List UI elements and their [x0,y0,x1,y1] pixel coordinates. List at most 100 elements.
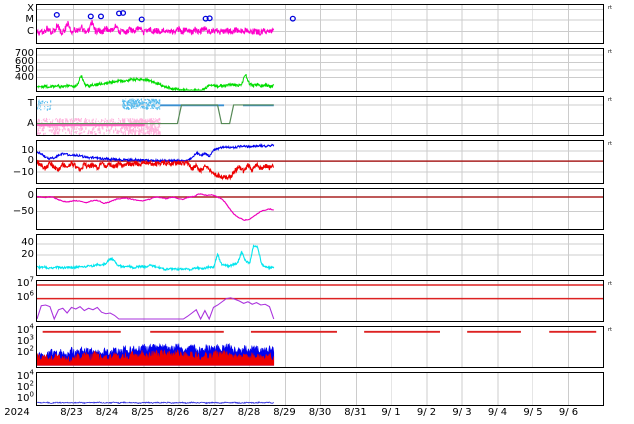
panel-dst-index [36,188,604,230]
trace [37,193,274,221]
y-tick-base: 10 [16,381,30,393]
trace [37,104,274,125]
y-tick-exponent: 3 [29,333,34,342]
x-axis-year-label: 2024 [4,407,30,418]
flare-marker [53,11,60,18]
plot-solar-wind-state [37,97,603,135]
x-tick-label: 8/27 [202,407,225,418]
x-tick-label: 8/29 [273,407,296,418]
y-tick-label: 600 [14,56,34,68]
plot-geomagnetic-activity [37,235,603,275]
y-tick-base: 10 [16,278,30,290]
panel-solar-xray-flux [36,4,604,44]
y-tick-label: A [27,118,34,129]
flare-marker [206,15,213,22]
scatter-cloud [121,98,161,111]
trace [37,19,275,37]
y-tick-base: 10 [16,335,30,347]
x-tick-label: 9/ 5 [523,407,543,418]
y-tick-exponent: 7 [29,275,34,284]
plot-low-energy-particles [37,373,570,405]
y-tick-label: 100 [0,390,38,405]
y-tick-exponent: 4 [29,368,34,377]
y-tick-label: 40 [21,237,34,249]
realtime-label: rt [608,49,613,55]
x-tick-label: 8/25 [131,407,154,418]
y-tick-base: 10 [16,346,30,358]
flare-marker [119,10,127,16]
y-tick-exponent: 6 [29,290,34,299]
y-tick-base: 10 [16,325,30,337]
panel-solar-wind-state [36,96,604,136]
x-tick-label: 8/24 [95,407,119,418]
y-tick-label: 0 [27,155,34,167]
x-tick-label: 9/ 2 [416,407,437,418]
x-tick-label: 9/ 4 [487,407,508,418]
panel-low-energy-particles [36,372,604,406]
realtime-label: rt [608,327,613,333]
flare-marker [289,15,296,22]
y-tick-label: 400 [14,71,34,83]
y-tick-label: M [25,14,34,25]
realtime-label: rt [608,5,613,11]
plot-imf-bz-by [37,141,603,183]
trace [37,73,275,91]
y-tick-label: −50 [12,205,34,217]
trace [37,401,274,405]
y-tick-label: 0 [27,190,34,202]
y-tick-label: 104 [0,322,38,337]
y-tick-base: 10 [16,393,30,405]
y-tick-label: X [27,2,34,14]
trace [37,244,275,272]
x-tick-label: 9/ 3 [452,407,472,418]
trace-band [37,349,275,366]
trace [37,142,275,164]
plot-proton-flux [37,49,603,91]
scatter-cloud [37,99,52,111]
flare-marker [97,13,104,20]
panel-electron-flux [36,326,604,368]
y-tick-label: 102 [0,379,38,393]
y-tick-label: C [27,26,34,37]
plot-dst-index [37,189,603,229]
panel-proton-flux [36,48,604,92]
y-tick-label: 500 [14,64,34,75]
x-tick-label: 8/31 [344,407,367,418]
y-tick-label: −10 [12,166,34,178]
x-tick-label: 8/26 [166,407,190,418]
plot-electron-flux [37,327,597,367]
y-tick-exponent: 2 [29,344,34,353]
trace [37,159,274,181]
x-tick-label: 9/ 1 [381,407,401,418]
realtime-label: rt [608,281,613,287]
y-tick-exponent: 4 [29,322,34,331]
flare-marker [87,13,94,20]
y-tick-label: 102 [0,344,38,358]
panel-geomagnetic-activity [36,234,604,276]
trace [37,297,275,321]
y-tick-exponent: 0 [29,390,34,399]
flare-marker [138,16,145,23]
y-tick-label: 700 [14,48,34,60]
plot-plasma-density [37,281,603,321]
y-tick-label: 107 [0,275,38,290]
y-tick-base: 10 [16,370,30,382]
y-tick-exponent: 2 [29,379,34,388]
y-tick-label: T [27,98,34,110]
y-tick-label: 106 [0,290,38,304]
x-tick-label: 9/ 6 [558,407,579,418]
y-tick-label: 10 [21,144,34,156]
flare-marker [202,15,209,22]
flare-marker [116,10,123,17]
realtime-label: rt [608,97,613,103]
plot-solar-xray-flux [37,5,603,43]
panel-imf-bz-by [36,140,604,184]
x-tick-label: 8/23 [60,407,83,418]
x-tick-label: 8/28 [237,407,261,418]
y-tick-label: 20 [21,249,34,260]
y-tick-base: 10 [16,292,30,304]
y-tick-label: 103 [0,333,38,347]
realtime-label: rt [608,141,613,147]
panel-plasma-density [36,280,604,322]
